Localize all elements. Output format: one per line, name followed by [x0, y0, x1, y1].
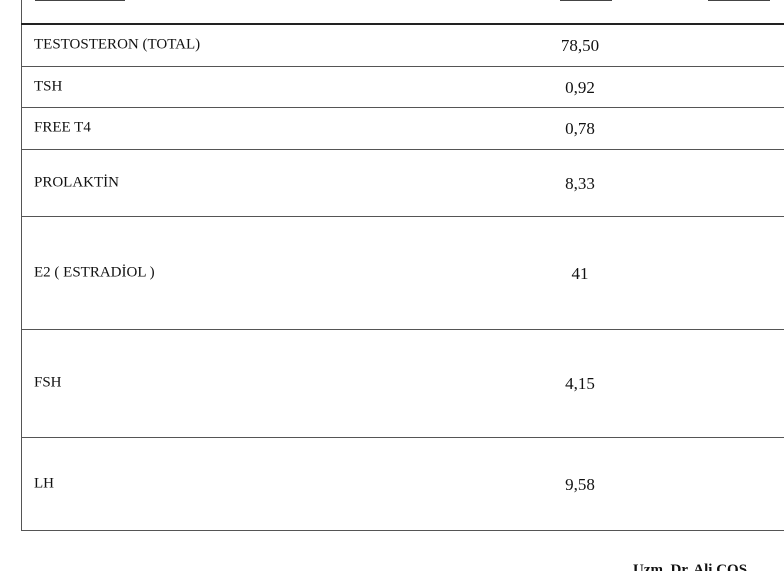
- row-divider: [21, 530, 784, 531]
- table-border: [21, 0, 22, 531]
- row-label: TSH: [34, 78, 63, 94]
- row-label: LH: [34, 475, 54, 491]
- header-rule: [708, 0, 770, 1]
- row-divider: [21, 437, 784, 438]
- row-value: 78,50: [560, 36, 600, 55]
- row-value: 8,33: [565, 173, 595, 193]
- header-rule: [560, 0, 612, 1]
- table-border: [21, 23, 784, 25]
- row-value: 0,92: [565, 77, 595, 97]
- row-divider: [21, 149, 784, 150]
- row-divider: [21, 66, 784, 67]
- row-label: E2 ( ESTRADİOL ): [34, 264, 155, 280]
- row-label: FREE T4: [34, 119, 91, 136]
- row-label: FSH: [34, 374, 62, 391]
- header-rule: [35, 0, 125, 1]
- row-divider: [21, 216, 784, 217]
- row-value: 41: [571, 263, 589, 283]
- row-value: 4,15: [565, 374, 595, 393]
- row-label: TESTOSTERON (TOTAL): [34, 36, 201, 53]
- row-label: PROLAKTİN: [34, 174, 119, 190]
- row-value: 9,58: [565, 474, 595, 494]
- signature: Uzm. Dr. Ali COŞ: [633, 562, 748, 571]
- row-divider: [21, 107, 784, 108]
- row-value: 0,78: [565, 119, 595, 138]
- row-divider: [21, 329, 784, 330]
